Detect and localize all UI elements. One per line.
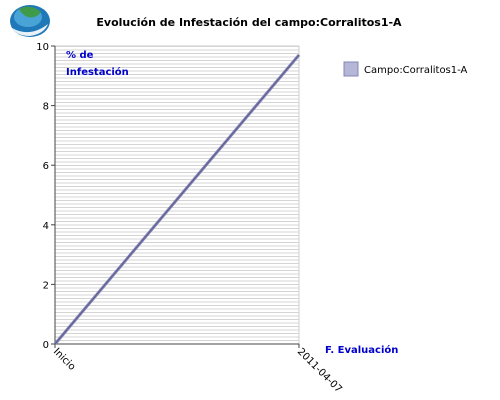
y-tick-label: 6 xyxy=(43,161,49,172)
legend-swatch xyxy=(343,61,359,77)
legend-label: Campo:Corralitos1-A xyxy=(364,65,468,76)
y-axis-label-line1: % de xyxy=(66,50,94,61)
x-axis-label: F. Evaluación xyxy=(325,344,398,356)
globe-hand-logo-icon xyxy=(10,5,50,37)
y-tick-label: 2 xyxy=(43,280,49,291)
y-tick-label: 8 xyxy=(43,102,49,113)
grid-lines xyxy=(55,46,299,341)
x-tick-label: Inicio xyxy=(51,346,77,372)
y-ticks: 0 2 4 6 8 10 xyxy=(36,42,299,351)
series-group xyxy=(53,53,301,345)
x-ticks: Inicio 2011-04-07 xyxy=(51,344,344,395)
y-axis-label-line2: Infestación xyxy=(66,66,129,78)
y-tick-label: 0 xyxy=(43,340,49,351)
y-tick-label: 10 xyxy=(36,42,49,53)
y-tick-label: 4 xyxy=(43,221,49,232)
chart-title: Evolución de Infestación del campo:Corra… xyxy=(96,16,402,29)
legend: Campo:Corralitos1-A xyxy=(343,61,468,77)
series-line-core xyxy=(54,54,300,345)
